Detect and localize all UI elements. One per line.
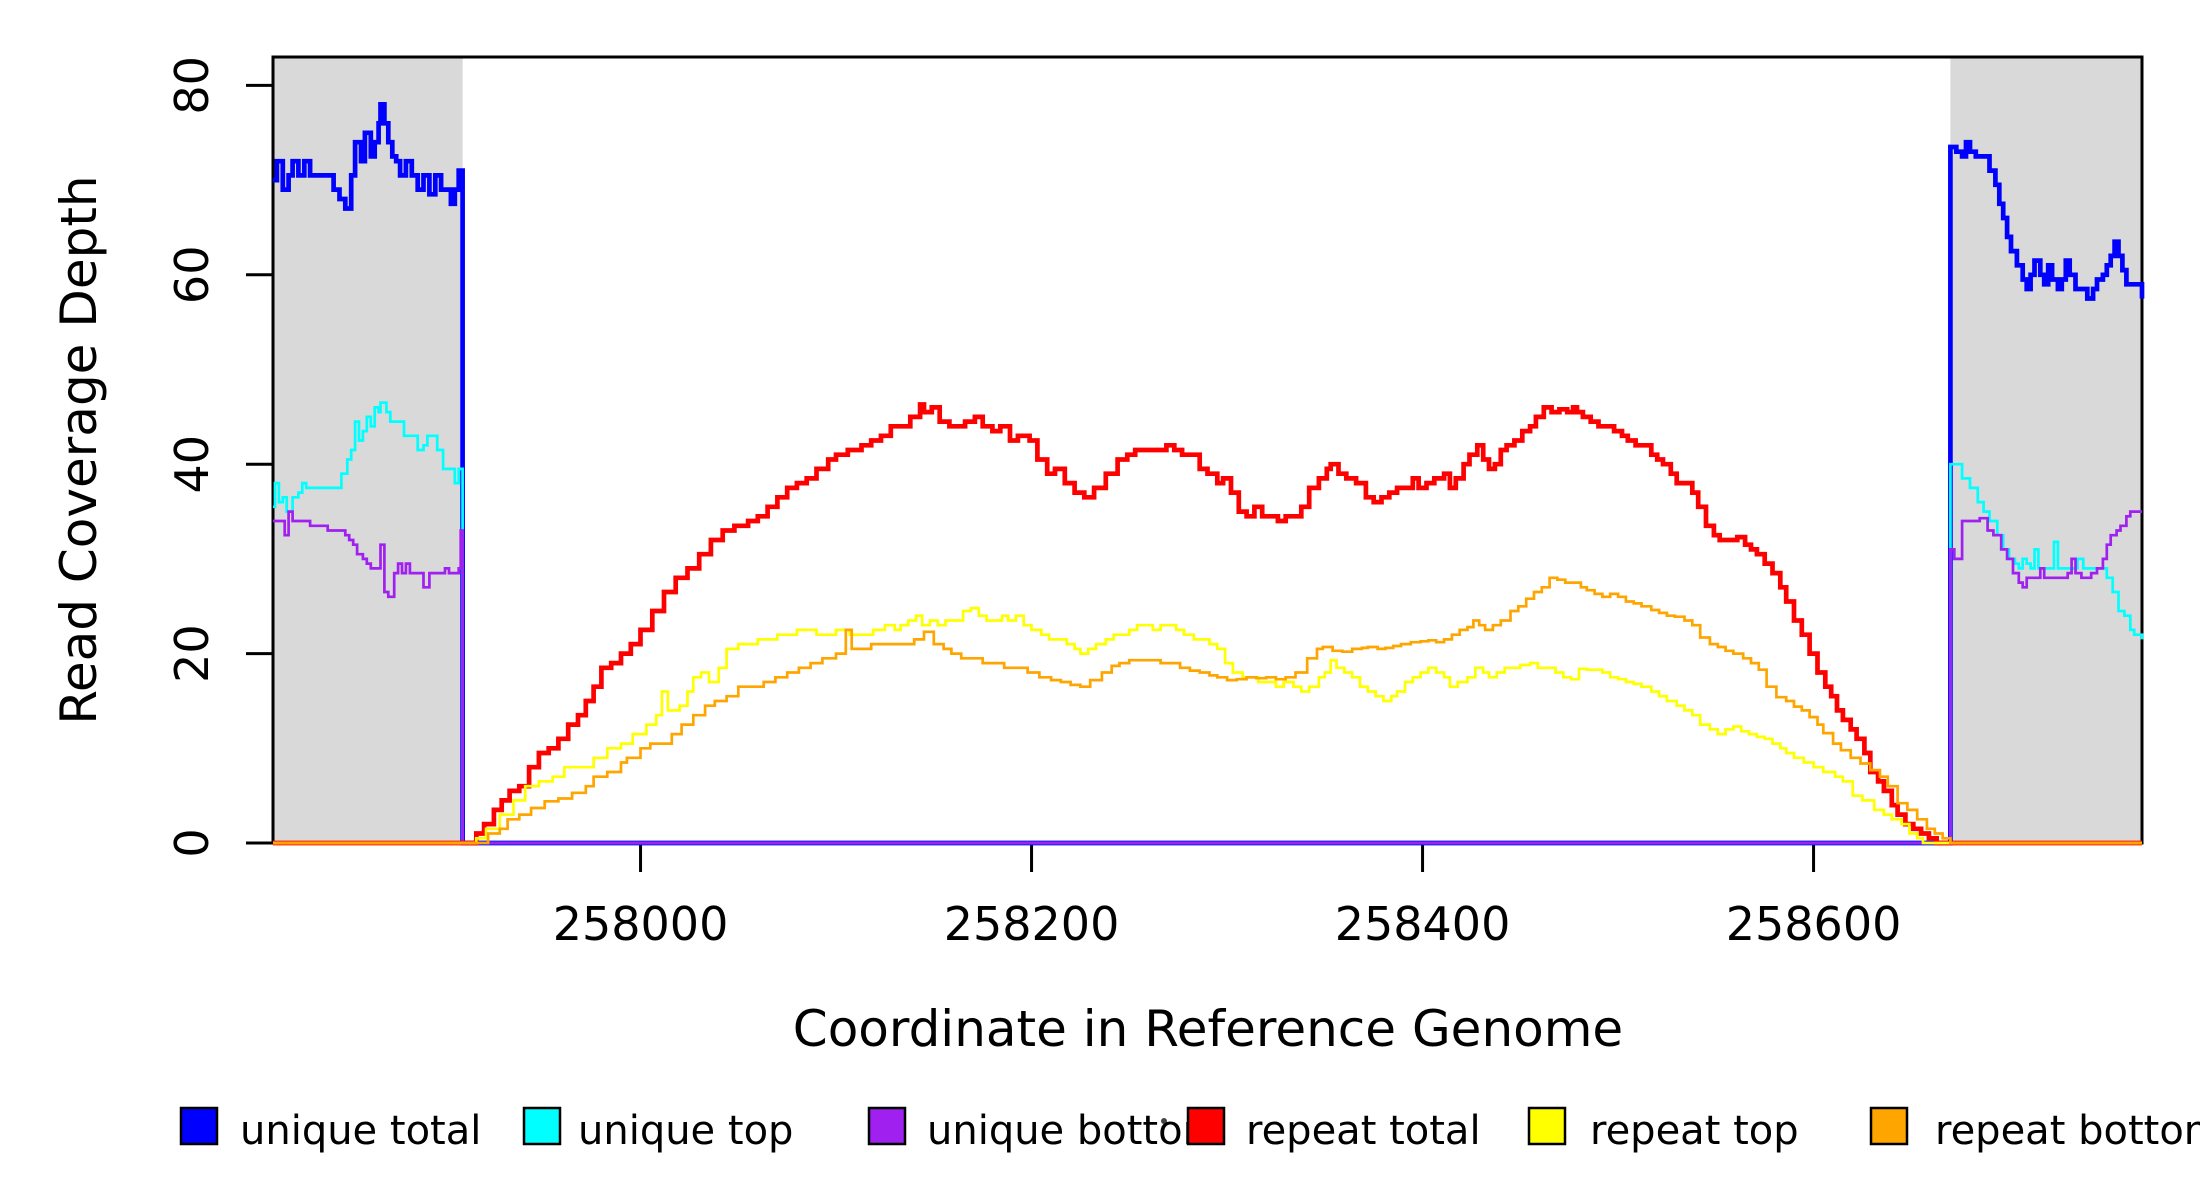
- legend: unique total unique top unique bottom repea…: [179, 1106, 2200, 1154]
- legend-swatch: [179, 1106, 219, 1146]
- legend-label: repeat total: [1246, 1108, 1481, 1154]
- y-tick-label: 0: [165, 828, 219, 857]
- legend-label: unique total: [240, 1108, 481, 1154]
- legend-swatch: [522, 1106, 562, 1146]
- legend-item-unique-total: unique total: [179, 1106, 481, 1154]
- unique-flank-right-shade: [1950, 57, 2142, 843]
- x-tick-label: 258600: [1726, 897, 1902, 951]
- legend-label: repeat top: [1590, 1108, 1799, 1154]
- series-repeat-bottom-line: [273, 576, 2142, 845]
- series-unique-top-line: [273, 401, 2144, 845]
- legend-item-repeat-bottom: repeat bottom: [1869, 1106, 2200, 1154]
- legend-label: unique bottom: [927, 1108, 1222, 1154]
- legend-item-unique-top: unique top: [522, 1106, 793, 1154]
- legend-swatch: [1527, 1106, 1567, 1146]
- series-unique-total-line: [273, 101, 2145, 846]
- legend-item-repeat-total: repeat total: [1186, 1106, 1481, 1154]
- x-tick-label: 258200: [944, 897, 1120, 951]
- legend-label: unique top: [578, 1108, 793, 1154]
- series-repeat-total-line: [273, 402, 2142, 846]
- y-tick-label: 40: [165, 435, 219, 494]
- y-tick-label: 80: [165, 56, 219, 115]
- axes: 258000 258200 258400 258600 0 20 40 60 80: [165, 55, 2144, 951]
- plot-box: [271, 55, 2144, 845]
- legend-swatch: [867, 1106, 907, 1146]
- legend-label: repeat bottom: [1935, 1108, 2200, 1154]
- legend-item-unique-bottom: unique bottom: [867, 1106, 1222, 1154]
- x-tick-label: 258000: [553, 897, 729, 951]
- series-unique-bottom-line: [273, 510, 2142, 845]
- series-lines: [273, 101, 2145, 846]
- series-repeat-top-line: [273, 606, 2142, 845]
- x-tick-label: 258400: [1335, 897, 1511, 951]
- legend-item-repeat-top: repeat top: [1527, 1106, 1799, 1154]
- y-tick-label: 60: [165, 246, 219, 305]
- stray-mark: [1161, 1118, 1167, 1124]
- y-tick-label: 20: [165, 624, 219, 683]
- unique-region-shades: [273, 57, 2142, 843]
- legend-swatch: [1869, 1106, 1909, 1146]
- y-axis-title: Read Coverage Depth: [50, 175, 108, 724]
- x-axis-title: Coordinate in Reference Genome: [793, 1000, 1623, 1058]
- legend-swatch: [1186, 1106, 1226, 1146]
